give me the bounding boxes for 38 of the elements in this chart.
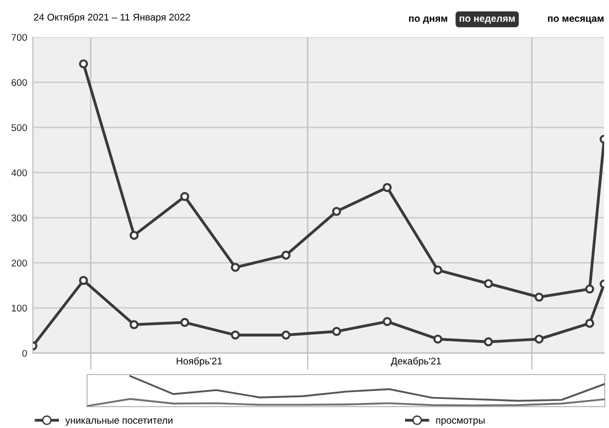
y-tick-label: 200 — [12, 260, 27, 266]
point — [433, 334, 442, 344]
point — [585, 318, 594, 328]
legend-label: уникальные посетители — [65, 418, 172, 426]
point — [484, 337, 493, 346]
point — [130, 320, 139, 330]
point — [433, 266, 442, 275]
point — [585, 284, 594, 294]
point — [281, 250, 290, 260]
x-tick-label: Ноябрь'21 — [176, 357, 222, 366]
x-tick-label: Декабрь'21 — [390, 357, 441, 366]
point — [534, 292, 544, 302]
point — [332, 206, 342, 216]
text: по неделям — [460, 16, 515, 24]
point — [180, 192, 190, 202]
point — [78, 276, 88, 285]
legend-label: просмотры — [436, 418, 485, 426]
y-tick-label: 500 — [12, 124, 27, 132]
y-tick-label: 0 — [22, 350, 27, 357]
y-tick-label: 300 — [11, 214, 27, 222]
point — [230, 262, 240, 272]
point — [534, 334, 544, 344]
point — [78, 59, 88, 68]
point — [382, 316, 392, 326]
y-tick-label: 400 — [11, 169, 27, 176]
y-tick-label: 700 — [12, 34, 27, 41]
chart-title: 24 Октября 2021 – 11 Января 2022 — [34, 13, 190, 23]
point — [484, 279, 493, 288]
y-tick-label: 100 — [12, 304, 27, 312]
text: по дням — [409, 16, 448, 24]
point — [180, 318, 190, 327]
y-tick-label: 600 — [12, 79, 27, 86]
point — [332, 326, 342, 336]
point — [130, 230, 139, 240]
point — [382, 182, 392, 192]
point — [281, 330, 290, 340]
point — [230, 330, 240, 340]
text: по месяцам — [548, 16, 604, 24]
